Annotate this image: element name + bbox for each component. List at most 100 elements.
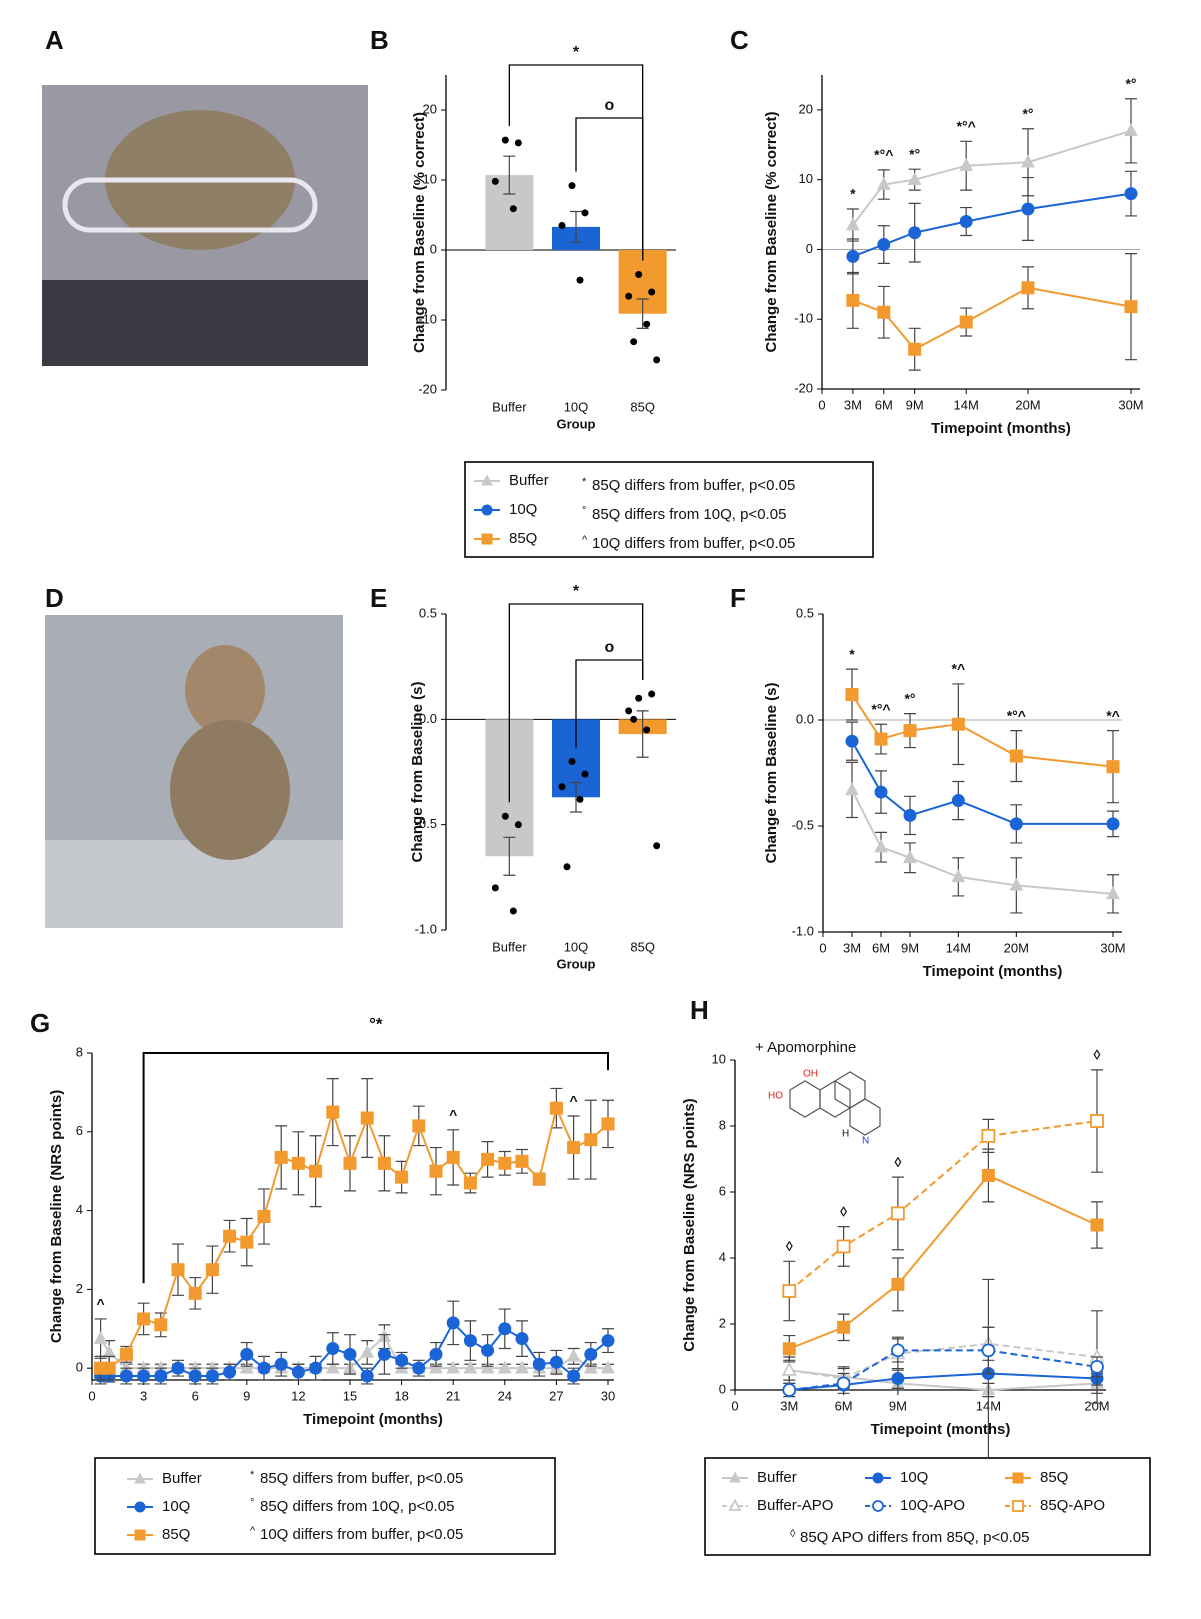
marker [154, 1369, 168, 1383]
y-tick-label: -0.5 [792, 817, 814, 832]
panel-letter: C [730, 25, 749, 55]
marker [836, 1239, 851, 1254]
marker [728, 1498, 742, 1511]
x-axis-title: Timepoint (months) [923, 963, 1063, 980]
marker [1012, 1472, 1024, 1484]
structure-label: N [862, 1136, 869, 1147]
y-tick-label: -0.5 [415, 816, 437, 831]
x-axis-title: Timepoint (months) [871, 1421, 1011, 1438]
y-tick-label: 20 [423, 101, 437, 116]
y-axis-title: Change from Baseline (% correct) [763, 112, 780, 353]
annotation: *°^ [957, 118, 976, 134]
data-point [630, 338, 638, 346]
marker [837, 1320, 851, 1334]
marker [515, 1360, 529, 1374]
bracket-label: o [604, 97, 614, 114]
legend-box [704, 1457, 1151, 1556]
legend-label: 85Q-APO [1040, 1497, 1105, 1514]
marker [845, 782, 859, 796]
data-point [509, 205, 517, 213]
marker [907, 171, 922, 185]
marker [891, 1206, 905, 1221]
marker [240, 1347, 254, 1361]
data-point [653, 842, 661, 850]
marker [729, 1471, 741, 1483]
marker [154, 1318, 168, 1332]
bracket-label: °* [369, 1014, 383, 1033]
x-tick-label: Buffer [492, 399, 527, 414]
marker [908, 342, 922, 356]
y-tick-label: -10 [418, 311, 437, 326]
marker [846, 293, 860, 307]
y-tick-label: -20 [794, 380, 813, 395]
annotation: *^ [952, 661, 966, 677]
marker [481, 504, 493, 516]
marker [429, 1164, 443, 1178]
annotation: ^ [570, 1093, 578, 1109]
marker [1106, 817, 1120, 831]
data-point [514, 139, 522, 147]
marker [981, 1169, 995, 1182]
data-point [635, 271, 643, 278]
marker [601, 1360, 615, 1374]
y-tick-label: 4 [719, 1249, 726, 1264]
data-point [568, 182, 576, 190]
marker [93, 1330, 108, 1344]
x-tick-label: 14M [946, 940, 971, 955]
annotation: *°^ [871, 701, 890, 717]
x-tick-label: 3M [844, 397, 862, 412]
marker [395, 1170, 409, 1184]
annotation: *° [1022, 105, 1033, 121]
marker [1106, 886, 1120, 900]
data-point [501, 136, 509, 144]
marker [377, 1156, 391, 1170]
marker [274, 1150, 288, 1164]
legend-label: Buffer [757, 1469, 797, 1486]
legend-note-symbol: * [250, 1469, 255, 1481]
y-tick-label: 6 [719, 1183, 726, 1198]
marker [515, 1154, 529, 1168]
data-point [568, 757, 576, 765]
panel-letter: E [370, 583, 387, 613]
photo-subject [185, 645, 265, 735]
marker [171, 1361, 185, 1375]
x-tick-label: 9M [889, 1398, 907, 1413]
legend-note: 10Q differs from buffer, p<0.05 [260, 1526, 463, 1543]
marker [876, 176, 891, 190]
y-tick-label: 0.0 [419, 711, 437, 726]
marker [395, 1353, 409, 1367]
marker [240, 1235, 254, 1249]
x-tick-label: 3M [780, 1398, 798, 1413]
y-tick-label: 4 [76, 1202, 83, 1217]
data-point [581, 209, 589, 217]
marker [1106, 760, 1120, 774]
marker [188, 1286, 202, 1300]
x-tick-label: 18 [394, 1388, 408, 1403]
y-tick-label: -1.0 [415, 921, 437, 936]
legend-note: 85Q differs from 10Q, p<0.05 [592, 506, 786, 523]
y-tick-label: 6 [76, 1123, 83, 1138]
error-bar [636, 710, 649, 758]
marker [601, 1334, 615, 1348]
marker [481, 1152, 495, 1166]
x-tick-label: 3M [843, 940, 861, 955]
marker [137, 1369, 151, 1383]
x-tick-label: 3 [140, 1388, 147, 1403]
data-point [491, 177, 499, 185]
x-tick-label: 9M [906, 397, 924, 412]
marker [877, 305, 891, 319]
marker [481, 1343, 495, 1357]
x-axis-title: Timepoint (months) [303, 1411, 443, 1428]
marker [1090, 1218, 1104, 1232]
marker [274, 1357, 288, 1371]
annotation: ^ [97, 1296, 105, 1312]
annotation: *° [904, 690, 915, 706]
data-point [501, 812, 509, 820]
x-tick-label: Buffer [492, 939, 527, 954]
x-tick-label: 14M [954, 397, 979, 412]
marker [1090, 1114, 1104, 1128]
data-point [653, 356, 661, 364]
marker [981, 1343, 996, 1358]
bracket [575, 117, 644, 261]
